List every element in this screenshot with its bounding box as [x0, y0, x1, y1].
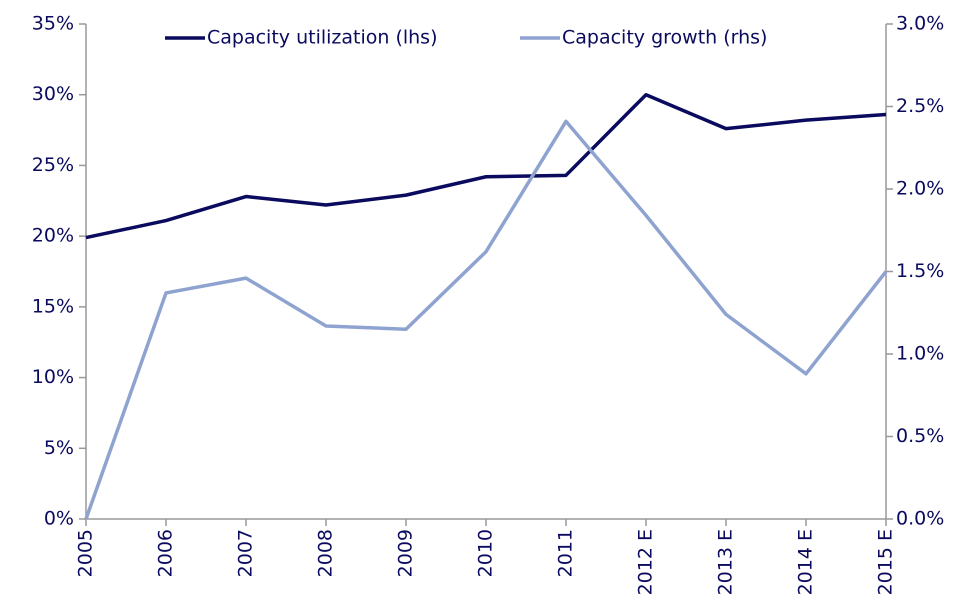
- x-tick-label: 2006: [155, 529, 177, 577]
- y2-tick-label: 2.0%: [896, 178, 944, 200]
- y2-tick-label: 0.0%: [896, 508, 944, 530]
- x-tick-label: 2013 E: [715, 529, 737, 595]
- y-tick-label: 35%: [32, 13, 74, 35]
- y-tick-label: 0%: [44, 508, 74, 530]
- y-tick-label: 5%: [44, 437, 74, 459]
- y2-tick-label: 3.0%: [896, 13, 944, 35]
- x-tick-label: 2007: [235, 529, 257, 577]
- x-tick-label: 2014 E: [795, 529, 817, 595]
- x-tick-label: 2005: [75, 529, 97, 577]
- x-tick-label: 2012 E: [635, 529, 657, 595]
- y2-tick-label: 1.5%: [896, 260, 944, 282]
- y2-tick-label: 0.5%: [896, 425, 944, 447]
- x-tick-label: 2009: [395, 529, 417, 577]
- y-tick-label: 15%: [32, 295, 74, 317]
- x-tick-label: 2010: [475, 529, 497, 577]
- x-tick-label: 2008: [315, 529, 337, 577]
- y-tick-label: 10%: [32, 366, 74, 388]
- y-tick-label: 30%: [32, 83, 74, 105]
- series-line: [84, 119, 888, 520]
- y2-tick-label: 2.5%: [896, 95, 944, 117]
- series-line: [85, 92, 887, 240]
- legend-label: Capacity growth (rhs): [562, 27, 767, 49]
- y-tick-label: 20%: [32, 225, 74, 247]
- x-tick-label: 2015 E: [875, 529, 897, 595]
- y-tick-label: 25%: [32, 154, 74, 176]
- x-tick-label: 2011: [555, 529, 577, 577]
- y2-tick-label: 1.0%: [896, 343, 944, 365]
- legend-label: Capacity utilization (lhs): [207, 27, 438, 49]
